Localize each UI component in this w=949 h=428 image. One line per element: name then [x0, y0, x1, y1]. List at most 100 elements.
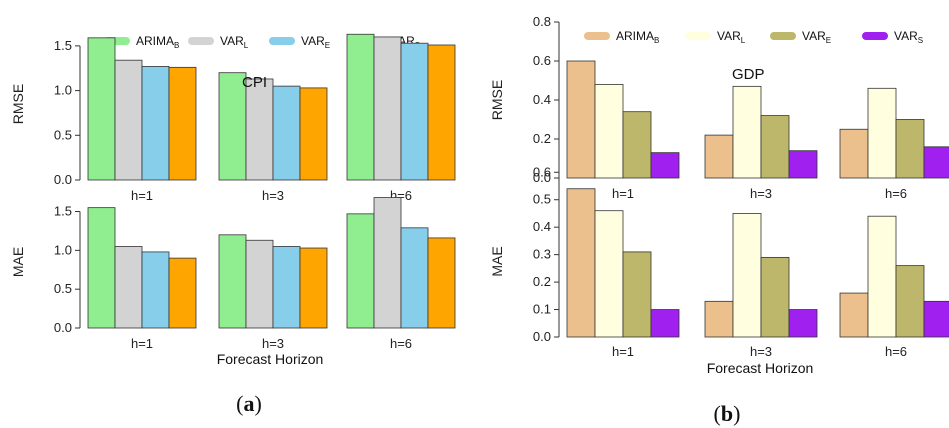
category-label: h=3	[262, 188, 284, 203]
y-tick-label: 0.0	[54, 172, 72, 187]
legend-label: VARE	[301, 34, 330, 50]
y-tick-label: 0.4	[533, 219, 551, 234]
bar	[373, 197, 402, 329]
bar	[867, 87, 897, 179]
category-label: h=6	[885, 186, 907, 201]
bar	[839, 128, 869, 179]
bar	[346, 33, 375, 181]
bar	[299, 247, 328, 329]
bar	[427, 44, 456, 181]
caption-b: (b)	[714, 401, 741, 426]
bar	[622, 111, 652, 179]
y-tick-label: 0.6	[533, 53, 551, 68]
y-axis-label: RMSE	[10, 84, 26, 124]
legend-label: ARIMAB	[616, 29, 659, 45]
y-tick-label: 0.1	[533, 302, 551, 317]
bar	[272, 246, 301, 329]
y-tick-label: 0.5	[533, 192, 551, 207]
y-tick-label: 0.2	[533, 131, 551, 146]
y-tick-label: 0.8	[533, 14, 551, 29]
bar	[566, 188, 596, 338]
bar	[566, 60, 596, 179]
bar	[895, 119, 925, 179]
y-tick-label: 0.0	[533, 329, 551, 344]
bar	[245, 239, 274, 329]
bar	[732, 85, 762, 179]
y-tick-label: 1.5	[54, 38, 72, 53]
bar	[114, 246, 143, 329]
bar	[299, 87, 328, 181]
bar	[245, 78, 274, 181]
bar	[923, 146, 949, 179]
bar	[760, 256, 790, 338]
bar	[788, 309, 818, 338]
bar	[867, 215, 897, 338]
category-label: h=6	[885, 344, 907, 359]
bar	[87, 37, 116, 181]
bar	[622, 251, 652, 338]
x-axis-title: Forecast Horizon	[217, 351, 324, 367]
bar	[400, 42, 429, 181]
bar	[650, 152, 680, 179]
bar	[732, 213, 762, 338]
bar	[87, 207, 116, 329]
bar	[272, 85, 301, 181]
category-label: h=1	[131, 188, 153, 203]
category-label: h=1	[612, 186, 634, 201]
category-label: h=6	[390, 336, 412, 351]
legend-swatch	[770, 32, 796, 40]
bar	[650, 309, 680, 338]
y-tick-label: 0.5	[54, 127, 72, 142]
legend-swatch	[188, 37, 214, 45]
bar	[704, 134, 734, 179]
bar	[594, 84, 624, 179]
category-label: h=3	[750, 186, 772, 201]
y-axis-label: RMSE	[489, 80, 505, 120]
bar	[141, 66, 170, 181]
bar	[114, 59, 143, 181]
cpi-chart: ARIMABVARLVAREVARS0.00.51.01.5RMSEh=1h=3…	[10, 33, 456, 367]
bar	[839, 292, 869, 338]
y-tick-label: 0.4	[533, 92, 551, 107]
caption-a: (a)	[236, 391, 262, 416]
bar	[218, 234, 247, 329]
legend-label: ARIMAB	[136, 34, 179, 50]
legend-label: VARS	[894, 29, 923, 45]
bar	[168, 257, 197, 329]
bar	[373, 36, 402, 181]
category-label: h=1	[612, 344, 634, 359]
legend-swatch	[584, 32, 610, 40]
legend-swatch	[269, 37, 295, 45]
y-tick-label: 1.0	[54, 242, 72, 257]
y-tick-label: 0.5	[54, 281, 72, 296]
x-axis-title: Forecast Horizon	[707, 360, 814, 376]
y-tick-label: 1.0	[54, 83, 72, 98]
category-label: h=3	[262, 336, 284, 351]
legend-label: VARE	[802, 29, 831, 45]
gdp-chart: ARIMAB VARL VARE VARS 0.0 0.2 0.4 0.6 0.8 RMSE h=1…	[489, 14, 949, 376]
bar	[346, 213, 375, 329]
y-tick-label: 1.5	[54, 204, 72, 219]
bar	[760, 115, 790, 179]
y-tick-label: 0.3	[533, 247, 551, 262]
bar	[788, 150, 818, 179]
legend-swatch	[862, 32, 888, 40]
bar	[427, 237, 456, 329]
legend-swatch	[685, 32, 711, 40]
category-label: h=3	[750, 344, 772, 359]
y-axis-label: MAE	[10, 247, 26, 277]
y-tick-label: 0.0	[533, 170, 551, 185]
bar	[168, 66, 197, 181]
bar	[895, 265, 925, 338]
y-axis-label: MAE	[489, 246, 505, 276]
y-tick-label: 0.2	[533, 274, 551, 289]
y-tick-label: 0.0	[54, 320, 72, 335]
legend-label: VARL	[220, 34, 249, 50]
chart-title: GDP	[732, 66, 765, 83]
y-tick-label: 0.6	[533, 164, 551, 179]
bar	[141, 251, 170, 329]
bar	[400, 227, 429, 329]
bar	[704, 300, 734, 338]
legend-label: VARL	[717, 29, 746, 45]
